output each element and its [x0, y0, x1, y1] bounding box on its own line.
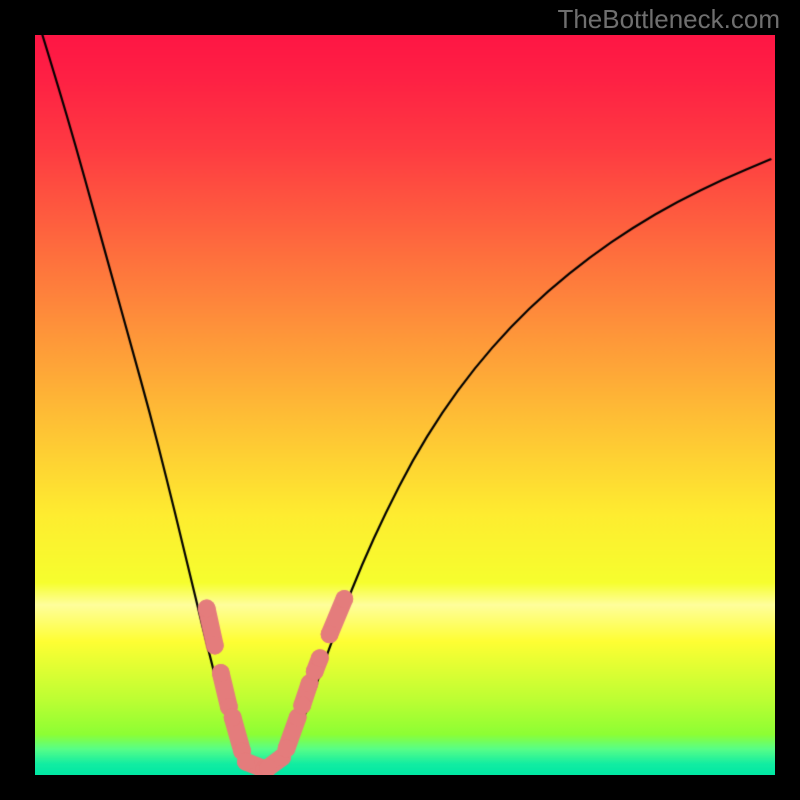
plot-area: [35, 35, 775, 775]
highlight-markers: [35, 35, 775, 775]
